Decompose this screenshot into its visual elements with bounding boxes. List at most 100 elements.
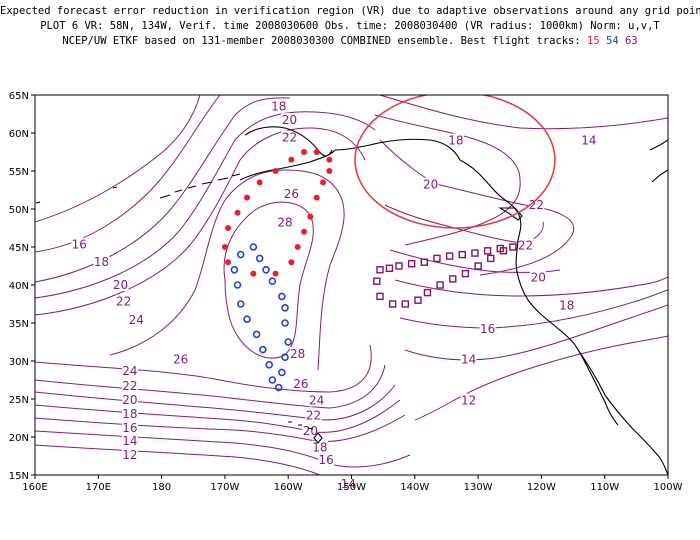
track-54-point — [249, 243, 258, 251]
track-63-point — [395, 262, 403, 270]
track-15-point — [326, 156, 333, 163]
y-tick-label: 15N — [9, 471, 29, 482]
track-15-point — [225, 259, 232, 266]
contour-label: 22 — [518, 238, 533, 252]
y-tick-label: 55N — [9, 167, 29, 178]
track-54-point — [265, 360, 274, 369]
contour-label: 20 — [423, 178, 438, 192]
contour-label: 20 — [282, 113, 297, 127]
track-54-point — [243, 315, 251, 324]
contour-line-26 — [109, 169, 345, 371]
contour-label: 20 — [531, 270, 546, 284]
track-54-point — [236, 250, 245, 259]
contour-label: 26 — [173, 352, 188, 366]
track-63-point — [373, 277, 381, 285]
track-15-point — [256, 179, 263, 186]
contour-line-16b — [35, 414, 406, 442]
track-63-point — [461, 269, 470, 278]
contour-line-22r — [384, 204, 544, 243]
contour-label: 18 — [94, 255, 109, 269]
coastlines — [35, 126, 668, 475]
track-54-point — [274, 383, 283, 392]
contour-label-bg — [318, 452, 335, 466]
track-54-point — [281, 303, 289, 312]
track-54-point — [259, 345, 267, 354]
contour-label-bg — [112, 278, 129, 291]
track-63-point — [433, 254, 441, 263]
contour-label-bg — [311, 440, 328, 454]
track-63-point — [407, 260, 416, 268]
contour-label: 20 — [113, 278, 128, 292]
contour-line-20r — [379, 139, 575, 276]
contour-line-12r — [414, 335, 668, 421]
track-54-point — [281, 319, 289, 327]
track-54-point — [233, 281, 242, 289]
track-63-point — [509, 243, 517, 251]
x-tick-label: 130W — [464, 482, 493, 493]
contour-label-bg — [71, 237, 88, 251]
track-15-point — [320, 179, 327, 186]
contour-label-bg — [558, 298, 575, 312]
coast-alaska-south — [334, 138, 461, 161]
track-63-point — [449, 275, 457, 283]
contour-label-bg — [121, 448, 138, 462]
coast-aleutians — [159, 173, 241, 199]
y-axis-ticks: 65N 60N 55N 50N 45N 40N 35N 30N 25N 20N 15N — [9, 91, 35, 482]
x-tick-label: 170E — [86, 482, 111, 493]
track-15-point — [326, 168, 333, 174]
x-tick-label: 170W — [210, 482, 239, 493]
contour-label: 18 — [271, 99, 286, 113]
coast-alaska — [239, 126, 336, 181]
track-15-point — [250, 270, 257, 277]
contour-label: 24 — [122, 364, 137, 378]
contour-label: 14 — [581, 134, 596, 148]
y-tick-label: 45N — [9, 243, 29, 254]
coast-bc — [459, 159, 522, 241]
contour-label-bg — [121, 433, 138, 447]
contour-label-bg — [283, 186, 300, 200]
contour-label-bg — [121, 420, 138, 434]
track-15-point — [225, 225, 232, 231]
x-tick-label: 160E — [22, 482, 47, 493]
contour-label-bg — [121, 379, 138, 393]
coast-hawaii — [288, 421, 323, 444]
contour-label: 24 — [309, 394, 324, 408]
track-63-point — [401, 300, 410, 308]
contour-label-bg — [292, 376, 309, 390]
track-15-point — [272, 270, 279, 277]
x-tick-label: 160W — [274, 482, 303, 493]
track-label-54: 54 — [606, 35, 619, 47]
contour-label: 24 — [129, 313, 144, 327]
coast-vancouver — [498, 207, 523, 221]
contour-label: 12 — [461, 394, 476, 408]
track-54-point — [255, 254, 264, 263]
contour-label-bg — [281, 130, 298, 144]
contour-label: 18 — [312, 441, 327, 455]
contour-label-bg — [121, 363, 138, 377]
contour-line-22 — [35, 111, 376, 299]
coast-hudson — [649, 139, 668, 183]
contour-label: 16 — [480, 322, 495, 336]
contour-line-12b — [35, 444, 321, 475]
contour-label: 18 — [122, 407, 137, 421]
contour-label: 20 — [303, 424, 318, 438]
verification-region-circle — [354, 95, 556, 229]
contour-label-bg — [308, 393, 325, 407]
x-tick-label: 150W — [337, 482, 366, 493]
track-63-point — [474, 262, 482, 270]
x-tick-label: 110W — [590, 482, 619, 493]
x-tick-label: 120W — [527, 482, 556, 493]
contour-label-bg — [528, 198, 545, 212]
contour-line-18 — [35, 95, 221, 253]
title-line-3-prefix: NCEP/UW ETKF based on 131-member 2008030… — [62, 35, 581, 47]
contour-label-bg — [340, 477, 357, 491]
track-63-point — [376, 266, 384, 274]
track-63-point — [483, 247, 492, 255]
contour-label: 14 — [461, 352, 476, 366]
track-54-point — [236, 300, 245, 308]
track-15-point — [313, 149, 320, 155]
track-54-point — [281, 353, 289, 362]
coast-islet-a — [112, 186, 118, 189]
contour-line-16r — [399, 289, 668, 329]
contour-label: 14 — [341, 477, 356, 491]
